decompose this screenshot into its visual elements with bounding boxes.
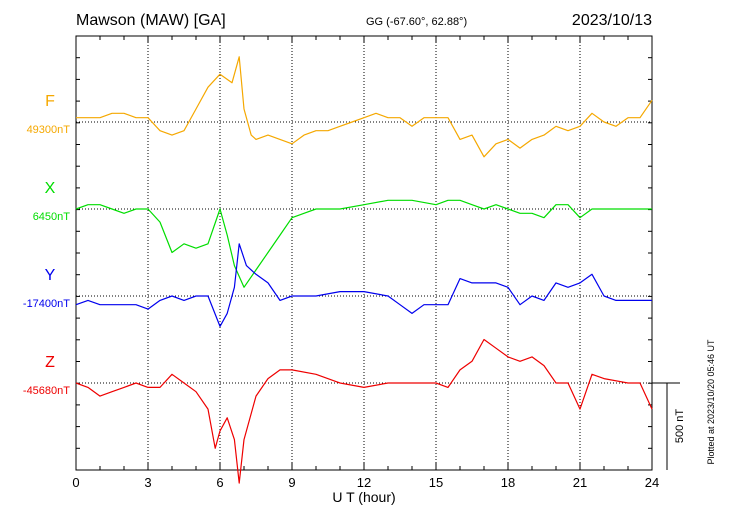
series-baseline-y: -17400nT — [23, 298, 70, 310]
series-name-y: Y — [45, 267, 56, 284]
series-line-x — [75, 199, 652, 288]
series-baseline-f: 49300nT — [27, 124, 71, 136]
series-line-z — [75, 338, 653, 484]
series-line-y — [75, 243, 652, 327]
plot-date: 2023/10/13 — [572, 12, 652, 29]
axis-ticks — [75, 35, 653, 471]
x-tick-label: 9 — [288, 475, 295, 490]
x-tick-label: 6 — [216, 475, 223, 490]
x-tick-label: 12 — [357, 475, 371, 490]
x-tick-label: 24 — [645, 475, 659, 490]
series-baseline-x: 6450nT — [33, 211, 71, 223]
series-name-z: Z — [45, 354, 55, 371]
grid — [76, 36, 652, 470]
x-tick-label: 3 — [144, 475, 151, 490]
series-baseline-z: -45680nT — [23, 385, 70, 397]
series-name-x: X — [45, 180, 56, 197]
station-coordinates: GG (-67.60°, 62.88°) — [366, 16, 467, 28]
x-tick-label: 0 — [72, 475, 79, 490]
scale-bar — [652, 382, 680, 470]
plotted-timestamp: Plotted at 2023/10/20 05:46 UT — [706, 339, 716, 465]
scale-bar-label: 500 nT — [674, 409, 686, 444]
series-labels: F 49300nT X 6450nT Y -17400nT Z -45680nT — [23, 93, 70, 397]
series-line-f — [76, 56, 653, 158]
series-name-f: F — [45, 93, 55, 110]
x-tick-label: 15 — [429, 475, 443, 490]
x-axis-label: U T (hour) — [332, 489, 395, 505]
x-tick-label: 21 — [573, 475, 587, 490]
station-title: Mawson (MAW) [GA] — [76, 12, 226, 29]
x-tick-label: 18 — [501, 475, 515, 490]
x-tick-labels: 0 3 6 9 12 15 18 21 24 — [72, 475, 659, 490]
series-group — [75, 56, 653, 484]
